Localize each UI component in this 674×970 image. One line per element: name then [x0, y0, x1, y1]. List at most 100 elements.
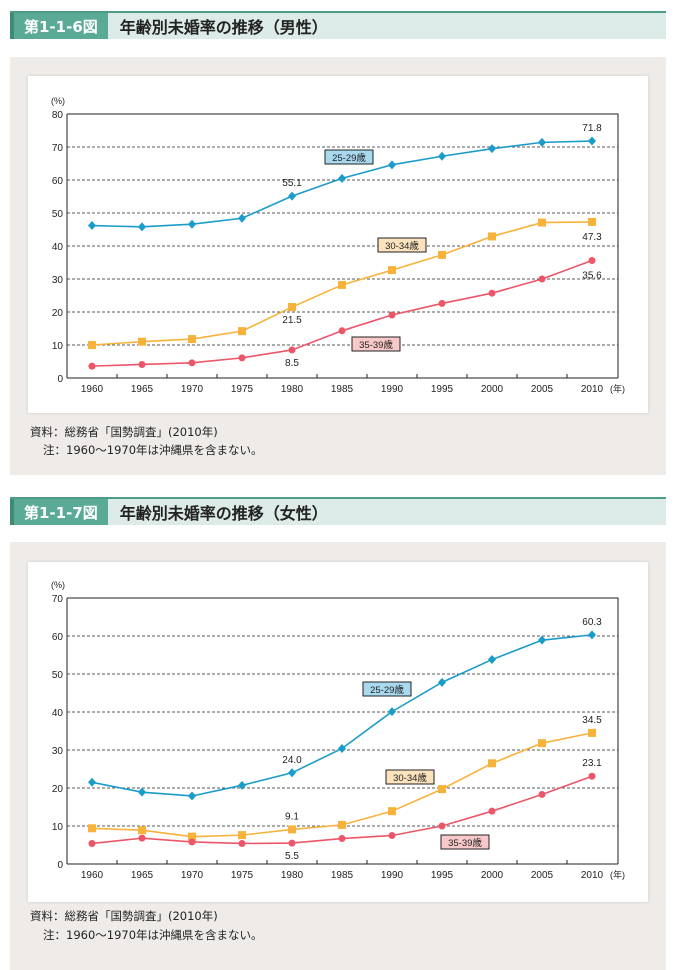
y-axis-unit: (%) — [51, 96, 65, 106]
data-point-diamond — [438, 677, 446, 687]
data-point-diamond — [238, 780, 246, 790]
data-point-circle — [538, 790, 546, 798]
y-tick-label: 60 — [52, 632, 64, 643]
x-tick-label: 1960 — [81, 870, 104, 881]
data-point-circle — [138, 834, 146, 842]
data-point-diamond — [488, 144, 496, 154]
data-point-square — [588, 728, 596, 737]
legend-label: 25-29歳 — [332, 152, 366, 164]
data-label: 8.5 — [285, 358, 299, 369]
figure-number: 第1-1-7図 — [10, 499, 108, 525]
x-tick-label: 1995 — [431, 870, 454, 881]
data-point-circle — [88, 362, 96, 370]
data-label: 23.1 — [582, 758, 602, 769]
y-tick-label: 70 — [52, 594, 64, 605]
data-point-circle — [388, 832, 396, 839]
data-point-circle — [288, 346, 296, 354]
x-tick-label: 1995 — [431, 384, 454, 395]
x-tick-label: 2010 — [581, 870, 604, 881]
x-tick-label: 2005 — [531, 870, 554, 881]
data-label: 35.6 — [582, 271, 602, 282]
figure-number: 第1-1-6図 — [10, 13, 108, 39]
legend-box — [351, 336, 401, 352]
chart-card — [28, 76, 648, 413]
line-chart-male: 0 10 20 30 40 50 60 70 80 (%) 1960 1965 1970 1975 1980… — [51, 96, 625, 395]
x-tick-label: 1985 — [331, 384, 354, 395]
data-point-circle — [488, 289, 496, 297]
legend-label: 30-34歳 — [393, 772, 427, 784]
data-point-diamond — [388, 160, 396, 170]
data-point-circle — [588, 257, 596, 265]
data-point-diamond — [138, 787, 146, 797]
data-point-square — [288, 825, 296, 834]
footnote: 注：1960〜1970年は沖縄県を含まない。 — [43, 928, 263, 942]
legend-label: 35-39歳 — [448, 837, 482, 849]
figure-title: 年齢別未婚率の推移（男性） — [119, 18, 328, 37]
data-label: 55.1 — [282, 178, 302, 189]
source-note: 資料：総務省「国勢調査」(2010年) — [30, 425, 218, 439]
x-tick-label: 1980 — [281, 384, 304, 395]
source-note: 資料：総務省「国勢調査」(2010年) — [30, 909, 218, 923]
data-point-diamond — [588, 136, 596, 146]
legend-label: 30-34歳 — [385, 240, 419, 252]
y-tick-label: 30 — [52, 275, 64, 286]
legend-box — [440, 834, 490, 850]
data-point-diamond — [488, 655, 496, 665]
legend-box — [362, 681, 412, 697]
x-tick-label: 2000 — [481, 870, 504, 881]
x-axis-unit: (年) — [610, 869, 625, 880]
y-tick-label: 20 — [52, 308, 64, 319]
x-tick-label: 1965 — [131, 384, 154, 395]
data-point-diamond — [238, 213, 246, 223]
x-tick-label: 1975 — [231, 384, 254, 395]
data-point-square — [588, 217, 596, 226]
x-tick-label: 1970 — [181, 870, 204, 881]
x-tick-label: 2005 — [531, 384, 554, 395]
y-tick-label: 70 — [52, 143, 64, 154]
data-point-diamond — [88, 221, 96, 231]
data-point-circle — [438, 822, 446, 830]
data-point-square — [138, 826, 146, 835]
y-tick-label: 50 — [52, 670, 64, 681]
y-tick-label: 0 — [57, 374, 63, 385]
chart-card — [28, 562, 648, 902]
data-label: 5.5 — [285, 851, 299, 862]
data-point-square — [388, 266, 396, 275]
data-point-square — [188, 335, 196, 344]
data-point-square — [138, 337, 146, 346]
data-label: 24.0 — [282, 755, 302, 766]
data-point-diamond — [88, 777, 96, 787]
data-point-diamond — [338, 743, 346, 753]
data-label: 47.3 — [582, 232, 602, 243]
legend-box — [385, 769, 435, 785]
x-tick-label: 1985 — [331, 870, 354, 881]
x-axis-unit: (年) — [610, 383, 625, 394]
data-point-circle — [188, 359, 196, 367]
data-label: 21.5 — [282, 315, 302, 326]
data-point-square — [88, 341, 96, 349]
data-point-square — [188, 832, 196, 841]
data-point-square — [88, 824, 96, 833]
figure-header-male: 第1-1-6図 年齢別未婚率の推移（男性） — [10, 11, 666, 39]
y-tick-label: 10 — [52, 341, 64, 352]
chart-panel-female — [10, 542, 666, 970]
data-point-circle — [88, 839, 96, 847]
x-tick-label: 1970 — [181, 384, 204, 395]
plot-frame — [67, 113, 619, 378]
data-label: 34.5 — [582, 715, 602, 726]
data-point-circle — [288, 839, 296, 847]
x-tick-label: 1990 — [381, 870, 404, 881]
data-point-square — [538, 218, 546, 227]
y-tick-label: 40 — [52, 708, 64, 719]
legend-box — [377, 237, 427, 253]
x-tick-label: 1960 — [81, 384, 104, 395]
data-label: 60.3 — [582, 617, 602, 628]
y-tick-label: 80 — [52, 110, 64, 121]
data-point-circle — [488, 807, 496, 815]
y-axis-unit: (%) — [51, 580, 65, 590]
figure-header-female: 第1-1-7図 年齢別未婚率の推移（女性） — [10, 497, 666, 525]
data-point-circle — [188, 838, 196, 846]
legend-label: 25-29歳 — [370, 684, 404, 696]
data-point-circle — [338, 835, 346, 843]
